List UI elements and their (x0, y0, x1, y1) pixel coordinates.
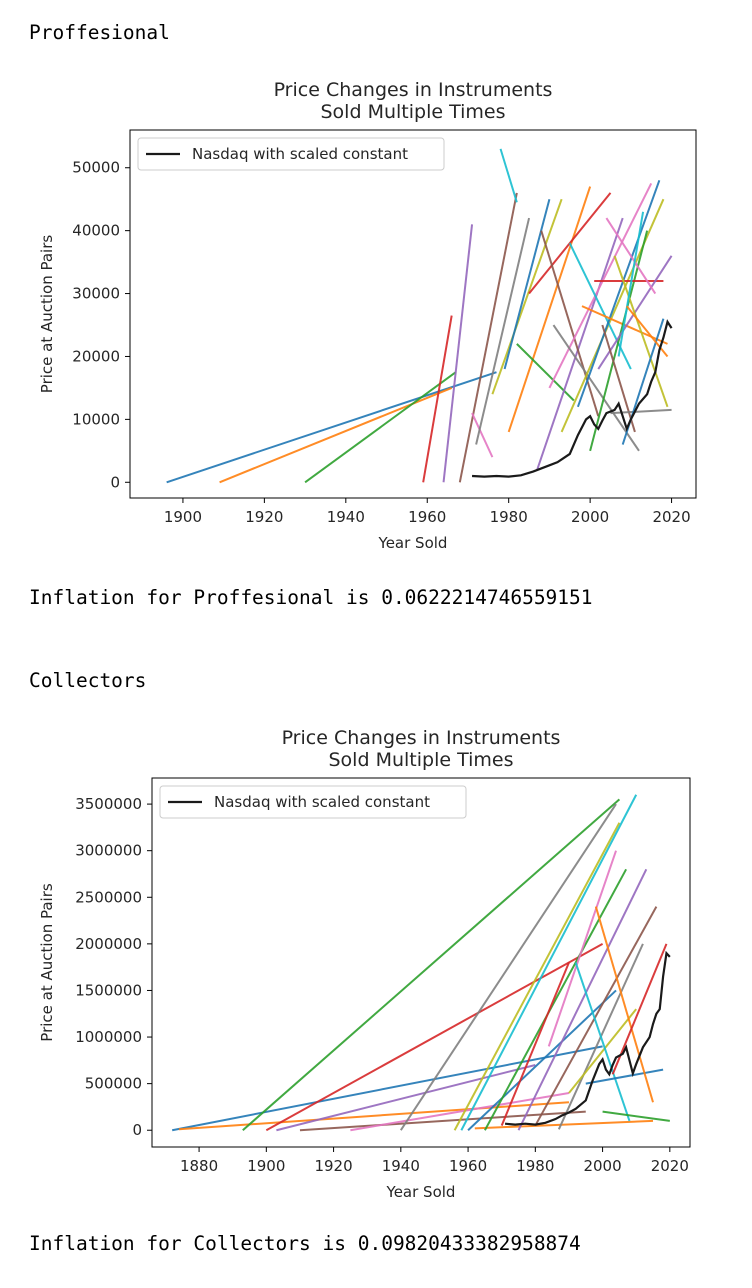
x-tick-label: 1960 (449, 1157, 487, 1175)
y-tick-label: 3000000 (75, 842, 142, 860)
pair-line (399, 803, 617, 1131)
y-tick-label: 50000 (72, 159, 120, 177)
nasdaq-line (504, 950, 671, 1126)
pair-line (475, 217, 531, 445)
pair-line (474, 1119, 654, 1130)
y-tick-label: 0 (110, 473, 120, 491)
legend-label: Nasdaq with scaled constant (192, 145, 408, 163)
pair-line (304, 371, 457, 484)
x-tick-label: 1980 (516, 1157, 554, 1175)
chart-title-line: Price Changes in Instruments (274, 79, 553, 101)
pair-line (178, 1101, 570, 1131)
pair-line (276, 1064, 536, 1132)
y-tick-label: 2000000 (75, 935, 142, 953)
pair-line (500, 962, 570, 1126)
pair-line (442, 224, 474, 483)
x-tick-label: 1920 (245, 508, 283, 526)
pair-line (605, 217, 657, 295)
y-tick-label: 10000 (72, 410, 120, 428)
pair-line (576, 179, 661, 408)
pair-line (552, 324, 640, 452)
pair-line (499, 148, 518, 203)
pair-line (540, 230, 600, 417)
pair-line (528, 192, 612, 295)
pair-line (602, 1110, 670, 1122)
x-tick-label: 1960 (408, 508, 446, 526)
pair-line (507, 186, 592, 433)
y-tick-label: 2500000 (75, 888, 142, 906)
pair-line (458, 192, 518, 483)
pair-line (536, 217, 624, 471)
y-axis-label: Price at Auction Pairs (38, 883, 56, 1042)
pair-line (242, 798, 621, 1131)
nasdaq-line (471, 319, 673, 478)
pair-lines (171, 794, 671, 1132)
pair-lines (166, 148, 673, 484)
plot-frame (151, 777, 691, 1148)
legend-box (137, 137, 445, 171)
inflation-text-collectors: Inflation for Collectors is 0.0982043338… (29, 1232, 581, 1255)
y-tick-label: 20000 (72, 347, 120, 365)
pair-line (613, 255, 669, 408)
pair-line (547, 850, 617, 1047)
x-tick-label: 2020 (652, 508, 690, 526)
pair-line (422, 315, 453, 483)
x-tick-label: 1880 (180, 1157, 218, 1175)
inflation-text-proffesional: Inflation for Proffesional is 0.06222147… (29, 586, 593, 609)
x-tick-label: 1940 (382, 1157, 420, 1175)
y-tick-label: 30000 (72, 285, 120, 303)
y-tick-label: 1500000 (75, 981, 142, 999)
x-tick-label: 2000 (583, 1157, 621, 1175)
x-tick-label: 1980 (490, 508, 528, 526)
pair-line (460, 794, 638, 1131)
pair-line (299, 1110, 586, 1132)
pair-line (265, 942, 604, 1132)
x-tick-label: 1940 (327, 508, 365, 526)
chart-title-line: Sold Multiple Times (329, 749, 514, 771)
chart-title-line: Price Changes in Instruments (282, 727, 561, 749)
legend-label: Nasdaq with scaled constant (214, 793, 430, 811)
plot-frame (129, 129, 697, 499)
pair-line (611, 943, 668, 1075)
pair-line (471, 412, 494, 458)
pair-line (491, 198, 563, 395)
pair-line (534, 906, 658, 1127)
pair-line (548, 183, 653, 389)
y-tick-label: 1000000 (75, 1028, 142, 1046)
x-axis-label: Year Sold (386, 1183, 456, 1201)
y-tick-label: 40000 (72, 222, 120, 240)
pair-line (517, 868, 648, 1131)
y-axis-label: Price at Auction Pairs (38, 235, 56, 394)
pair-line (585, 1068, 664, 1085)
pair-line (560, 198, 665, 433)
chart-title-line: Sold Multiple Times (321, 101, 506, 123)
section-heading-collectors: Collectors (29, 669, 147, 692)
x-tick-label: 2000 (571, 508, 609, 526)
x-tick-label: 1900 (247, 1157, 285, 1175)
x-tick-label: 1900 (164, 508, 202, 526)
x-tick-label: 1920 (314, 1157, 352, 1175)
pair-line (594, 906, 654, 1103)
y-tick-label: 3500000 (75, 795, 142, 813)
pair-line (568, 1008, 637, 1094)
pair-line (166, 371, 497, 484)
pair-line (574, 962, 631, 1122)
pair-line (171, 1045, 603, 1132)
section-heading-proffesional: Proffesional (29, 21, 170, 44)
y-tick-label: 500000 (85, 1075, 142, 1093)
legend-box (159, 785, 467, 819)
pair-line (453, 822, 621, 1131)
y-tick-label: 0 (132, 1121, 142, 1139)
pair-line (484, 868, 627, 1131)
pair-line (601, 324, 636, 433)
x-axis-label: Year Sold (378, 534, 448, 552)
x-tick-label: 2020 (651, 1157, 689, 1175)
pair-line (503, 198, 551, 370)
pair-line (350, 1091, 570, 1132)
pair-line (467, 989, 617, 1131)
pair-line (617, 211, 645, 357)
